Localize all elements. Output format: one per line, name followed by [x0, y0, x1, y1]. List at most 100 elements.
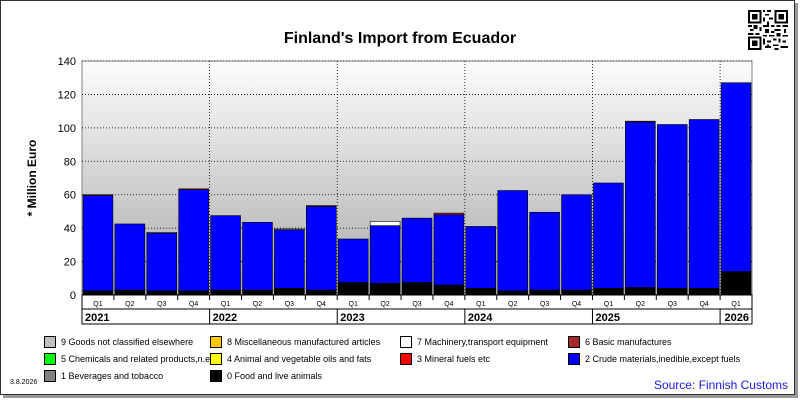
legend-swatch	[210, 353, 222, 365]
chart-title: Finland's Import from Ecuador	[283, 30, 517, 47]
legend-swatch	[400, 353, 412, 365]
bar-segment	[114, 223, 146, 291]
bar-segment	[656, 288, 688, 296]
bar-segment	[178, 189, 209, 292]
quarter-label: Q4	[572, 301, 581, 308]
bar-segment	[529, 289, 560, 296]
legend-item: 5 Chemicals and related products,n.e.s.	[44, 352, 220, 366]
bar-segment	[688, 288, 720, 296]
source-label: Source: Finnish Customs	[653, 378, 788, 392]
legend-swatch	[400, 336, 412, 348]
bar-segment	[178, 290, 209, 296]
bar-segment	[369, 221, 401, 226]
bar-segment	[593, 182, 624, 289]
bar-segment	[210, 215, 241, 291]
quarter-label: Q3	[668, 301, 677, 308]
y-tick-label: 120	[58, 89, 76, 101]
bar-segment	[337, 238, 369, 283]
bar-segment	[561, 289, 592, 296]
quarter-label: Q2	[253, 301, 262, 308]
quarter-label: Q3	[285, 301, 294, 308]
y-tick-label: 100	[58, 123, 76, 135]
quarter-label: Q3	[412, 301, 421, 308]
bar-segment	[401, 217, 433, 283]
bar-segment	[625, 287, 656, 296]
legend-swatch	[210, 336, 222, 348]
bar-segment	[306, 206, 337, 291]
bar-segment	[210, 289, 241, 296]
quarter-label: Q4	[699, 301, 708, 308]
legend-swatch	[210, 370, 222, 382]
bar-segment	[465, 288, 497, 296]
legend-swatch	[44, 353, 56, 365]
bar-segment	[242, 221, 273, 291]
bar-segment	[178, 188, 209, 191]
legend-item: 0 Food and live animals	[210, 369, 322, 383]
legend-item: 7 Machinery,transport equipment	[400, 335, 548, 349]
bar-segment	[720, 271, 752, 296]
y-tick-label: 80	[64, 156, 76, 168]
y-tick-label: 0	[70, 290, 76, 302]
legend-swatch	[568, 353, 580, 365]
bar-stacks	[82, 82, 752, 296]
date-stamp: 3.8.2026	[10, 379, 38, 386]
year-label: 2024	[468, 312, 493, 324]
bar-segment	[274, 288, 305, 296]
y-tick-label: 40	[64, 223, 76, 235]
bar-segment	[401, 282, 433, 296]
bar-segment	[274, 228, 305, 231]
bar-segment	[561, 194, 592, 291]
quarter-label: Q2	[508, 301, 517, 308]
bar-segment	[146, 232, 178, 234]
quarter-label: Q4	[317, 301, 326, 308]
quarter-label: Q3	[157, 301, 166, 308]
legend-label: 2 Crude materials,inedible,except fuels	[585, 354, 741, 364]
legend-item: 4 Animal and vegetable oils and fats	[210, 352, 371, 366]
legend-item: 2 Crude materials,inedible,except fuels	[568, 352, 740, 366]
quarter-label: Q1	[604, 301, 613, 308]
bar-segment	[274, 229, 305, 289]
legend-label: 5 Chemicals and related products,n.e.s.	[61, 354, 220, 364]
legend-label: 1 Beverages and tobacco	[61, 371, 164, 381]
bar-segment	[465, 226, 497, 289]
legend-item: 3 Mineral fuels etc	[400, 352, 490, 366]
legend-label: 8 Miscellaneous manufactured articles	[227, 337, 381, 347]
bar-segment	[82, 290, 114, 296]
legend-label: 0 Food and live animals	[227, 371, 323, 381]
bar-segment	[306, 205, 337, 207]
y-tick-label: 20	[64, 257, 76, 269]
legend-item: 9 Goods not classified elsewhere	[44, 335, 193, 349]
bar-segment	[688, 119, 720, 289]
y-tick-label: 60	[64, 190, 76, 202]
legend-item: 8 Miscellaneous manufactured articles	[210, 335, 380, 349]
bar-segment	[306, 289, 337, 296]
legend: 9 Goods not classified elsewhere 8 Miscel…	[44, 335, 744, 385]
legend-label: 7 Machinery,transport equipment	[417, 337, 548, 347]
legend-item: 6 Basic manufactures	[568, 335, 672, 349]
quarter-label: Q4	[189, 301, 198, 308]
bar-segment	[337, 282, 369, 296]
bar-segment	[433, 284, 465, 296]
chart-plot: 0 20 40 60 80 100 120 140 * Million Euro Q1 Q2 Q3…	[25, 56, 753, 325]
quarter-label: Q1	[349, 301, 358, 308]
x-axis: Q1 Q2 Q3 Q4 Q1 Q2 Q3 Q4 Q1 Q2 Q3 Q4 Q1 Q2 Q3 Q4 Q1 Q2 Q3 Q4…	[81, 294, 753, 325]
bar-segment	[625, 121, 656, 288]
bar-segment	[242, 289, 273, 296]
legend-swatch	[44, 336, 56, 348]
legend-item: 1 Beverages and tobacco	[44, 369, 163, 383]
legend-label: 6 Basic manufactures	[585, 337, 672, 347]
bar-segment	[433, 214, 465, 286]
y-tick-label: 140	[58, 56, 76, 68]
bar-segment	[82, 195, 114, 292]
year-label: 2025	[595, 312, 619, 324]
quarter-label: Q2	[380, 301, 389, 308]
quarter-label: Q4	[444, 301, 453, 308]
bar-segment	[656, 124, 688, 289]
bar-segment	[82, 194, 114, 196]
quarter-label: Q2	[125, 301, 134, 308]
bar-segment	[146, 290, 178, 296]
bar-segment	[369, 225, 401, 284]
bar-segment	[593, 288, 624, 296]
quarter-label: Q1	[476, 301, 485, 308]
bar-segment	[497, 190, 528, 292]
